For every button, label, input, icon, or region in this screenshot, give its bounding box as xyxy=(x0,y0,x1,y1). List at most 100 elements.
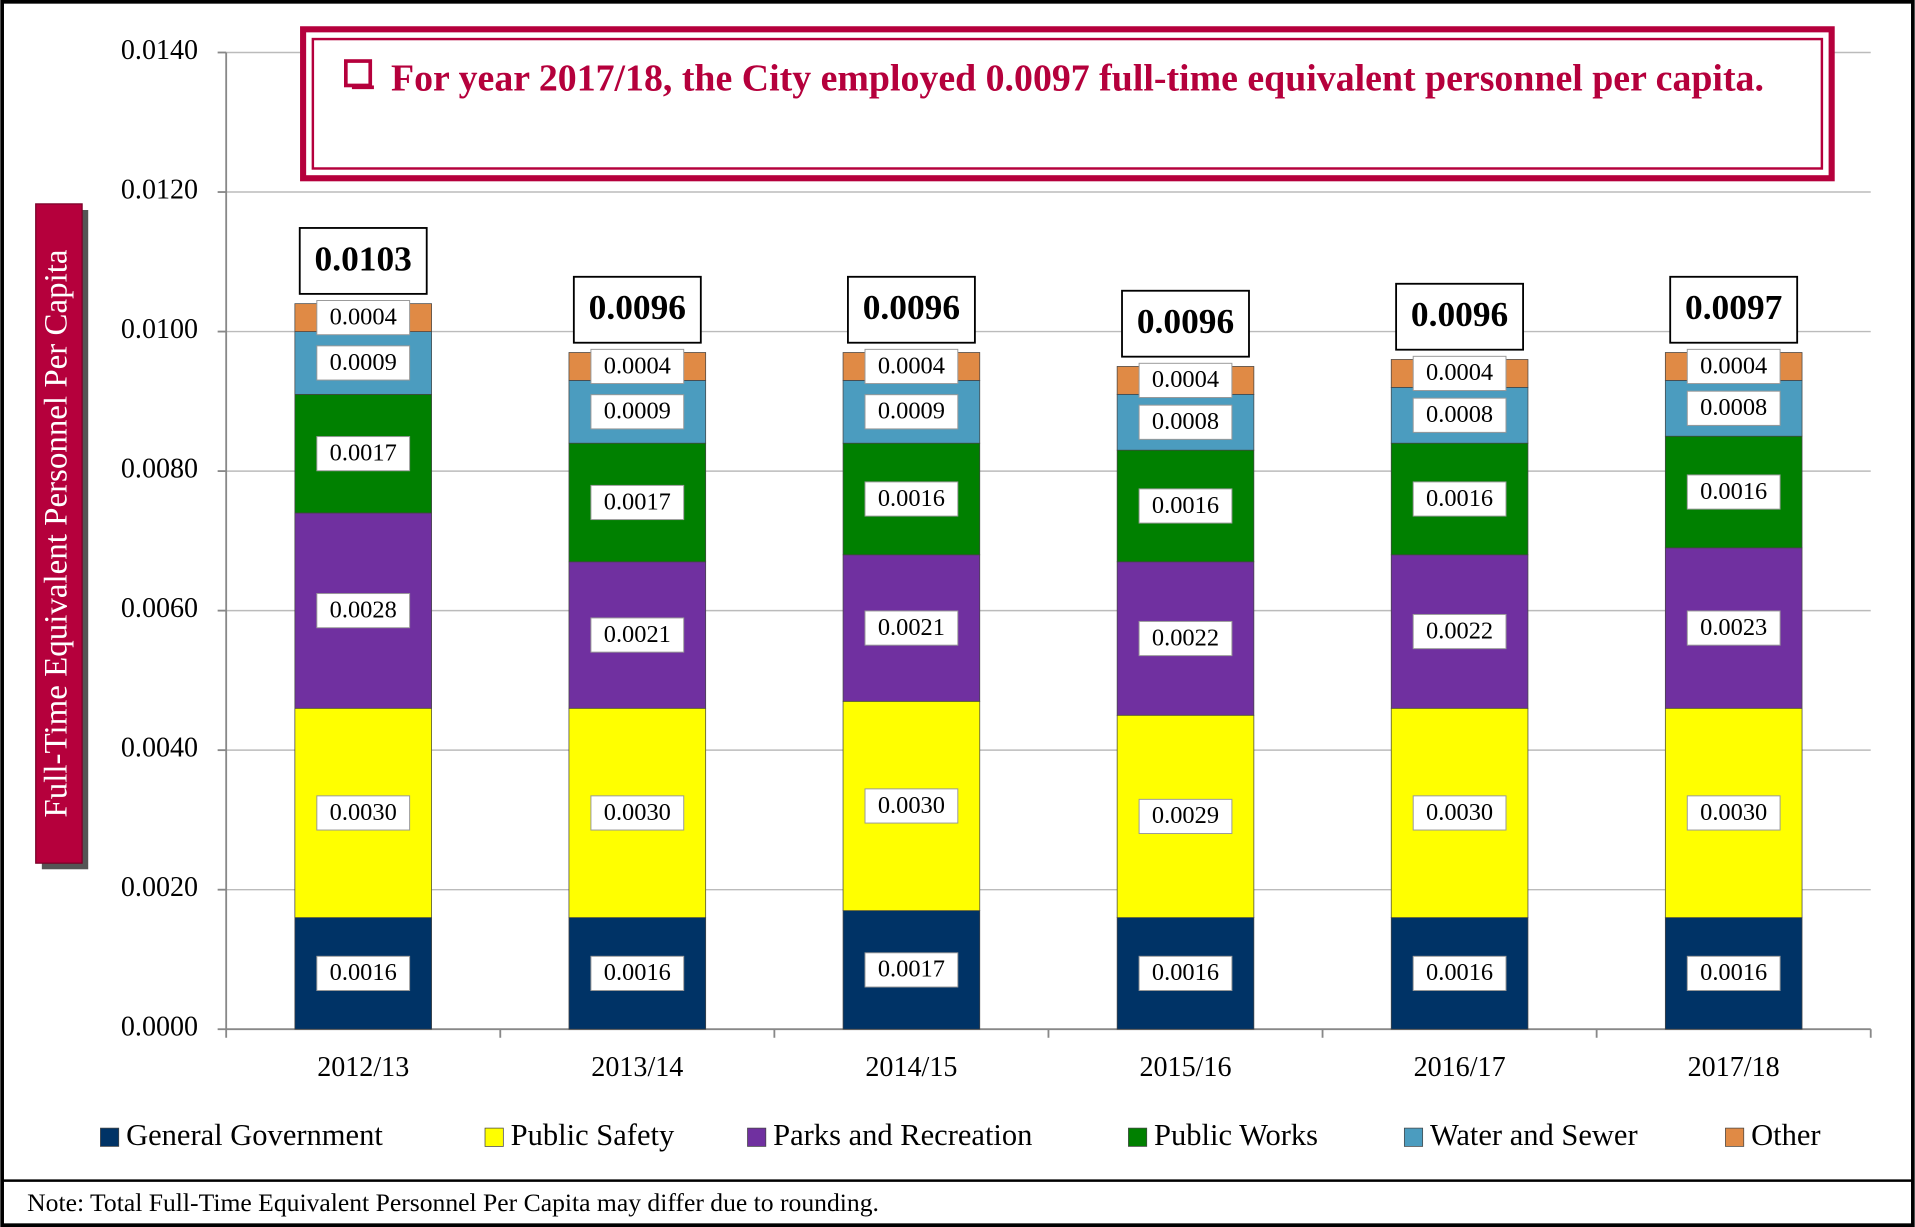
value-label: 0.0004 xyxy=(1152,366,1219,393)
value-label-box xyxy=(316,593,411,629)
value-label: 0.0028 xyxy=(330,596,397,623)
x-tick-label: 2013/14 xyxy=(591,1052,683,1083)
callout-bullet-shadow xyxy=(351,85,374,90)
x-tick-label: 2012/13 xyxy=(317,1052,409,1083)
value-label: 0.0030 xyxy=(878,792,945,819)
y-tick-label: 0.0080 xyxy=(121,454,198,485)
value-label-box xyxy=(1686,390,1781,426)
value-label: 0.0021 xyxy=(604,621,671,648)
callout-box xyxy=(300,26,1835,182)
value-label-box xyxy=(316,300,411,336)
value-label-box xyxy=(1686,474,1781,510)
x-tick-label: 2015/16 xyxy=(1139,1052,1231,1083)
total-box xyxy=(1669,275,1799,344)
value-label: 0.0016 xyxy=(1152,959,1219,986)
value-label: 0.0016 xyxy=(604,959,671,986)
value-label-box xyxy=(590,617,685,653)
value-label-box xyxy=(1412,355,1507,392)
total-box xyxy=(572,275,702,344)
y-axis-label: Full-Time Equivalent Personnel Per Capit… xyxy=(38,249,74,817)
value-label-box xyxy=(1686,955,1781,991)
value-label: 0.0004 xyxy=(604,352,671,379)
value-label: 0.0009 xyxy=(878,398,945,425)
x-tick-label: 2016/17 xyxy=(1414,1052,1506,1083)
value-label: 0.0008 xyxy=(1152,408,1219,435)
total-label: 0.0096 xyxy=(589,287,686,327)
value-label: 0.0030 xyxy=(1700,799,1767,826)
legend-label: Parks and Recreation xyxy=(773,1118,1032,1152)
value-label: 0.0009 xyxy=(330,349,397,376)
x-tick-label: 2014/15 xyxy=(865,1052,957,1083)
legend-swatch xyxy=(484,1127,504,1147)
value-label: 0.0016 xyxy=(1700,959,1767,986)
value-label-box xyxy=(316,436,411,472)
value-label: 0.0008 xyxy=(1700,394,1767,421)
value-label: 0.0016 xyxy=(878,485,945,512)
callout: For year 2017/18, the City employed 0.00… xyxy=(391,56,1764,99)
legend-swatch xyxy=(1403,1127,1424,1147)
value-label: 0.0017 xyxy=(878,956,945,983)
value-label: 0.0017 xyxy=(604,488,671,515)
y-tick-label: 0.0060 xyxy=(121,593,198,624)
value-label: 0.0022 xyxy=(1426,617,1493,644)
legend-swatch xyxy=(1128,1127,1148,1147)
value-label-box xyxy=(864,952,959,988)
value-label: 0.0004 xyxy=(1700,352,1767,379)
value-label-box xyxy=(590,348,685,385)
total-box xyxy=(1395,282,1524,351)
callout-bullet xyxy=(344,59,373,88)
value-label: 0.0030 xyxy=(604,799,671,826)
y-tick-label: 0.0140 xyxy=(121,35,198,66)
value-label-box xyxy=(864,610,959,646)
value-label-box xyxy=(1686,795,1781,831)
value-label-box xyxy=(1412,481,1507,517)
callout-wrap: For year 2017/18, the City employed 0.00… xyxy=(391,56,1764,99)
legend-label: Public Works xyxy=(1154,1118,1318,1152)
y-tick-label: 0.0040 xyxy=(121,733,198,764)
legend-swatch xyxy=(1725,1127,1745,1147)
value-label-box xyxy=(1686,348,1781,385)
value-label-box xyxy=(316,795,411,831)
value-label-box xyxy=(1138,798,1233,835)
total-label: 0.0096 xyxy=(1137,301,1234,341)
y-label-box xyxy=(35,203,83,864)
value-label-box xyxy=(590,795,685,831)
callout-inner xyxy=(311,37,1824,170)
value-label-box xyxy=(590,955,685,991)
value-label: 0.0030 xyxy=(330,799,397,826)
value-label: 0.0016 xyxy=(1700,478,1767,505)
value-label-box xyxy=(1138,955,1233,991)
value-label: 0.0029 xyxy=(1152,802,1219,829)
value-label: 0.0016 xyxy=(1426,485,1493,512)
value-label: 0.0008 xyxy=(1426,401,1493,428)
value-label-box xyxy=(1412,955,1507,991)
y-tick-label: 0.0020 xyxy=(121,872,198,903)
value-label: 0.0004 xyxy=(1426,359,1493,386)
total-box xyxy=(1121,289,1250,358)
plot: 0.0000 0.0020 0.0040 0.0060 0.0080 0.0100 0.01… xyxy=(100,35,1872,1152)
value-label-box xyxy=(864,394,959,430)
value-label-box xyxy=(590,484,685,521)
total-label: 0.0103 xyxy=(315,238,412,278)
value-label-box xyxy=(1412,795,1507,831)
value-label-box xyxy=(1138,404,1233,440)
total-label: 0.0097 xyxy=(1685,287,1782,327)
value-label-box xyxy=(316,955,411,991)
value-label-box xyxy=(316,345,411,381)
legend-label: General Government xyxy=(126,1118,383,1152)
legend-label: Public Safety xyxy=(511,1118,675,1152)
value-label: 0.0017 xyxy=(330,439,397,466)
value-label-box xyxy=(1686,610,1781,646)
value-label-box xyxy=(1138,488,1233,524)
legend-label: Other xyxy=(1751,1118,1820,1152)
value-label-box xyxy=(864,788,959,824)
value-label: 0.0023 xyxy=(1700,614,1767,641)
value-label: 0.0004 xyxy=(330,303,397,330)
total-box xyxy=(298,227,428,295)
value-label: 0.0016 xyxy=(330,959,397,986)
value-label-box xyxy=(1138,620,1233,657)
value-label-box xyxy=(1138,362,1233,398)
x-tick-label: 2017/18 xyxy=(1688,1052,1780,1083)
value-label: 0.0009 xyxy=(604,398,671,425)
